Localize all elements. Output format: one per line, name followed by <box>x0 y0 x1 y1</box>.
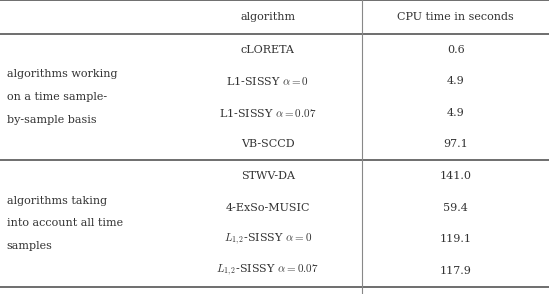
Text: 141.0: 141.0 <box>440 171 472 181</box>
Text: 97.1: 97.1 <box>443 139 468 149</box>
Text: L1-SISSY $\alpha = 0.07$: L1-SISSY $\alpha = 0.07$ <box>219 107 316 119</box>
Text: on a time sample-: on a time sample- <box>7 92 107 102</box>
Text: 59.4: 59.4 <box>443 203 468 213</box>
Text: L1-SISSY $\alpha = 0$: L1-SISSY $\alpha = 0$ <box>226 75 309 87</box>
Text: 0.6: 0.6 <box>447 45 464 55</box>
Text: 117.9: 117.9 <box>440 266 472 276</box>
Text: by-sample basis: by-sample basis <box>7 115 96 125</box>
Text: 4.9: 4.9 <box>447 76 464 86</box>
Text: CPU time in seconds: CPU time in seconds <box>397 12 514 22</box>
Text: samples: samples <box>7 241 53 251</box>
Text: $L_{1,2}$-SISSY $\alpha = 0$: $L_{1,2}$-SISSY $\alpha = 0$ <box>223 232 312 247</box>
Text: algorithm: algorithm <box>240 12 295 22</box>
Text: $L_{1,2}$-SISSY $\alpha = 0.07$: $L_{1,2}$-SISSY $\alpha = 0.07$ <box>216 263 319 278</box>
Text: 119.1: 119.1 <box>440 234 472 244</box>
Text: into account all time: into account all time <box>7 218 123 228</box>
Text: cLORETA: cLORETA <box>240 45 295 55</box>
Text: 4-ExSo-MUSIC: 4-ExSo-MUSIC <box>226 203 310 213</box>
Text: VB-SCCD: VB-SCCD <box>241 139 294 149</box>
Text: algorithms working: algorithms working <box>7 69 117 79</box>
Text: STWV-DA: STWV-DA <box>240 171 295 181</box>
Text: 4.9: 4.9 <box>447 108 464 118</box>
Text: algorithms taking: algorithms taking <box>7 196 107 206</box>
